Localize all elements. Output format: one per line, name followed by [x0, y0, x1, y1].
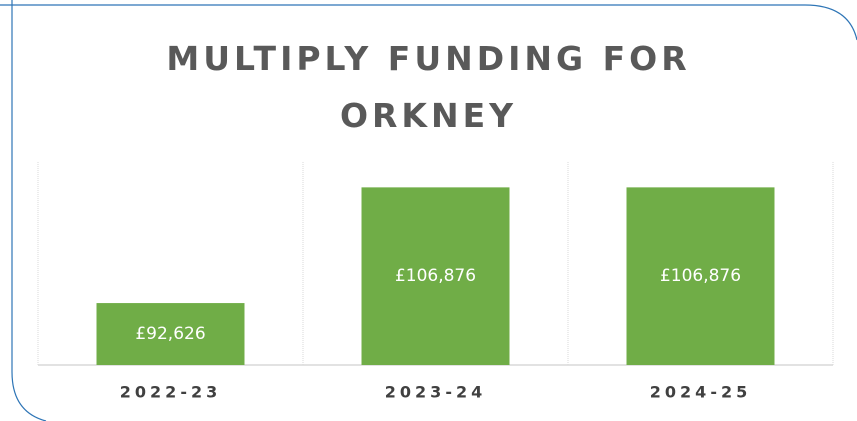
value-label: £106,876 [395, 266, 476, 286]
x-tick-label: 2023-24 [385, 383, 486, 402]
value-label: £106,876 [660, 266, 741, 286]
bar [96, 303, 245, 365]
bar [361, 187, 510, 365]
value-label: £92,626 [135, 324, 205, 344]
bar [626, 187, 775, 365]
x-tick-label: 2022-23 [120, 383, 221, 402]
chart-title: MULTIPLY FUNDING FOR ORKNEY [166, 39, 691, 135]
frame [0, 4, 857, 41]
frame [11, 0, 47, 421]
x-tick-label: 2024-25 [650, 383, 751, 402]
